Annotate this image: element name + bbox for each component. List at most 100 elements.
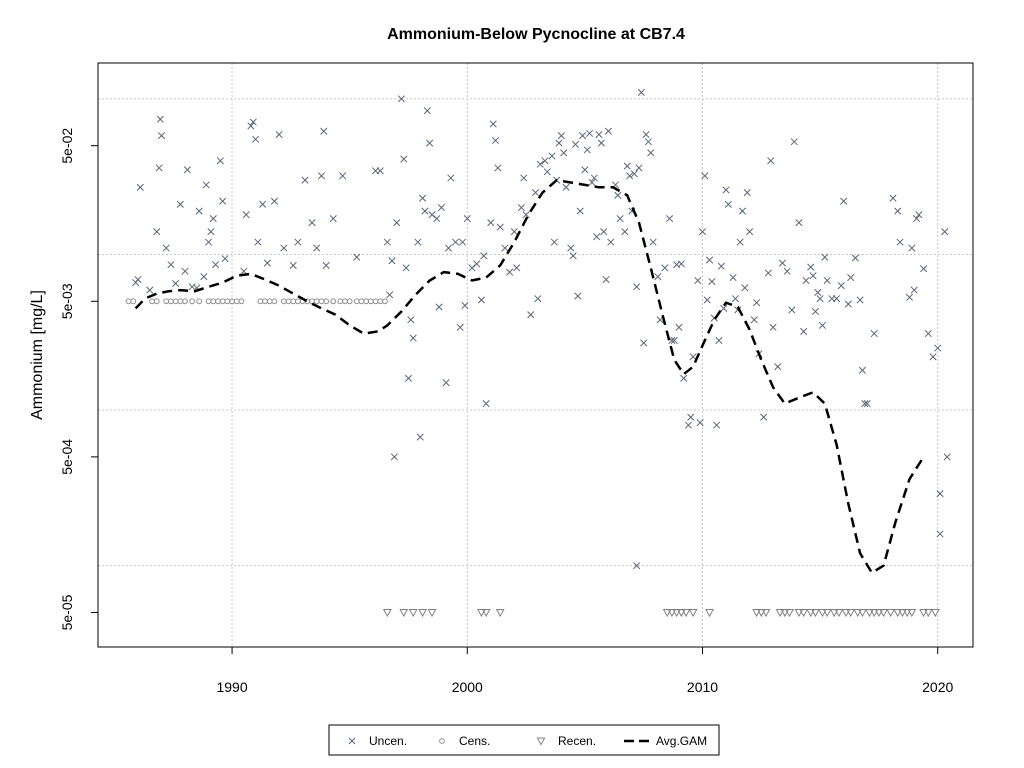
uncen-point bbox=[482, 400, 490, 408]
uncen-point bbox=[633, 562, 641, 570]
uncen-point bbox=[774, 363, 782, 371]
uncen-point bbox=[419, 194, 427, 202]
cens-point bbox=[285, 298, 292, 305]
legend-item: Avg.GAM bbox=[624, 734, 707, 748]
recen-point bbox=[829, 608, 839, 618]
uncen-point bbox=[270, 197, 278, 205]
uncen-point bbox=[621, 228, 629, 236]
recen-point bbox=[907, 608, 917, 618]
uncen-point bbox=[313, 244, 321, 252]
uncen-point bbox=[155, 164, 163, 172]
recen-point bbox=[919, 608, 929, 618]
uncen-point bbox=[593, 233, 601, 241]
cens-point bbox=[125, 298, 132, 305]
uncen-point bbox=[456, 323, 464, 331]
uncen-point bbox=[924, 330, 932, 338]
cens-point bbox=[377, 298, 384, 305]
uncen-point bbox=[301, 176, 309, 184]
uncen-point bbox=[790, 138, 798, 146]
uncen-point bbox=[550, 238, 558, 246]
uncen-point bbox=[597, 139, 605, 147]
uncen-point bbox=[717, 262, 725, 270]
uncen-point bbox=[703, 296, 711, 304]
legend-item: Recen. bbox=[536, 734, 596, 748]
uncen-point bbox=[437, 204, 445, 212]
uncen-point bbox=[701, 172, 709, 180]
legend-label: Avg.GAM bbox=[656, 734, 707, 748]
recen-point bbox=[810, 608, 820, 618]
uncen-point bbox=[590, 174, 598, 182]
uncen-point bbox=[929, 353, 937, 361]
cens-point bbox=[358, 298, 365, 305]
uncen-point bbox=[461, 301, 469, 310]
uncen-point bbox=[275, 130, 283, 139]
uncen-point bbox=[581, 166, 589, 174]
y-tick-label: 5e-03 bbox=[59, 283, 75, 319]
uncen-point bbox=[936, 490, 944, 498]
uncen-point bbox=[583, 146, 591, 154]
uncen-point bbox=[320, 127, 328, 135]
uncen-point bbox=[447, 174, 455, 182]
uncen-point bbox=[494, 164, 502, 172]
uncen-point bbox=[722, 186, 730, 194]
uncen-point bbox=[569, 252, 577, 260]
recen-point bbox=[886, 608, 896, 618]
grid-lines bbox=[98, 63, 973, 647]
y-tick-label: 5e-04 bbox=[59, 439, 75, 475]
uncen-point bbox=[847, 274, 855, 282]
uncen-point bbox=[647, 149, 655, 157]
y-axis: 5e-05 5e-04 5e-03 5e-02 bbox=[59, 128, 98, 630]
uncen-point bbox=[633, 283, 641, 291]
uncen-point bbox=[249, 118, 257, 126]
cens-point bbox=[163, 298, 170, 305]
uncen-point bbox=[623, 162, 631, 170]
uncen-point bbox=[675, 323, 683, 331]
uncen-point bbox=[404, 374, 413, 382]
uncen-point bbox=[541, 157, 549, 165]
uncen-point bbox=[640, 339, 648, 347]
uncen-point bbox=[800, 327, 808, 336]
uncen-point bbox=[506, 268, 514, 276]
uncen-point bbox=[863, 400, 871, 408]
uncen-point bbox=[176, 200, 184, 208]
uncen-point bbox=[908, 244, 916, 252]
recen-point bbox=[858, 608, 867, 618]
x-tick-label: 2010 bbox=[687, 679, 718, 695]
uncen-point bbox=[614, 191, 622, 199]
uncen-point bbox=[934, 344, 942, 352]
uncen-point bbox=[809, 272, 817, 280]
recen-point bbox=[418, 608, 428, 618]
uncen-point bbox=[696, 419, 704, 427]
uncen-point bbox=[207, 228, 215, 236]
uncen-point bbox=[764, 269, 772, 277]
uncen-point bbox=[741, 284, 749, 292]
recen-point bbox=[879, 608, 889, 618]
uncen-point bbox=[814, 288, 822, 296]
uncen-point bbox=[687, 413, 695, 421]
cens-point bbox=[233, 298, 240, 305]
legend-box bbox=[328, 724, 720, 756]
uncen-point bbox=[724, 200, 732, 208]
uncen-point bbox=[708, 277, 716, 286]
uncen-point bbox=[637, 88, 645, 96]
uncen-point bbox=[308, 219, 316, 227]
uncen-point bbox=[353, 253, 361, 261]
uncen-point bbox=[557, 132, 565, 140]
uncen-point bbox=[936, 530, 944, 538]
uncen-point bbox=[390, 453, 398, 461]
uncen-point bbox=[254, 238, 262, 246]
cens-point bbox=[382, 298, 388, 305]
uncen-point bbox=[666, 215, 674, 223]
recen-point bbox=[662, 608, 672, 618]
chart-title: Ammonium-Below Pycnocline at CB7.4 bbox=[387, 26, 685, 43]
cens-point bbox=[309, 298, 315, 305]
uncen-point bbox=[635, 164, 643, 172]
cens-point bbox=[168, 298, 174, 305]
uncen-point bbox=[501, 244, 509, 252]
uncen-point bbox=[743, 188, 751, 197]
uncen-point bbox=[473, 260, 481, 268]
uncen-point bbox=[654, 273, 662, 281]
uncen-point bbox=[837, 282, 845, 290]
recen-point bbox=[382, 608, 392, 618]
cens-point bbox=[262, 298, 268, 305]
